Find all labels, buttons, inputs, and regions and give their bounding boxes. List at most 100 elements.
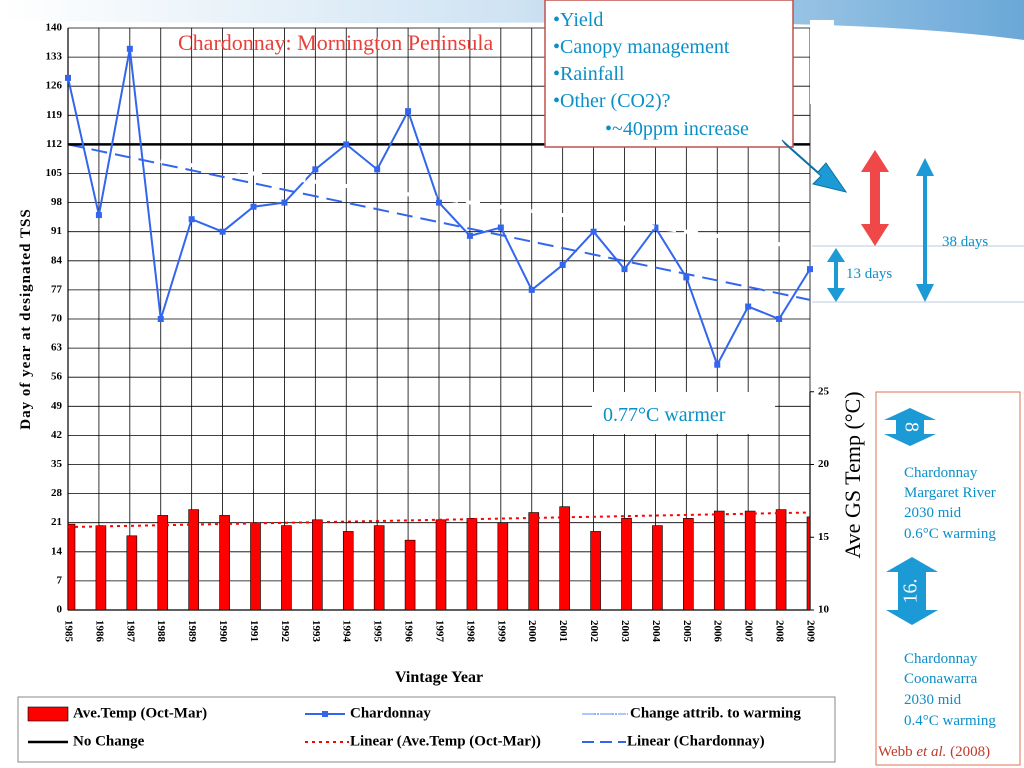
point	[343, 141, 350, 148]
bar	[435, 519, 447, 611]
x-tick-label: 1985	[62, 620, 74, 643]
y-tick-label: 14	[51, 545, 63, 557]
point	[126, 45, 133, 52]
point	[528, 286, 535, 293]
y-tick-label: 112	[46, 138, 62, 150]
side-text: 0.4°C warming	[904, 713, 996, 729]
callout-item: •Yield	[553, 9, 603, 31]
trend-line	[67, 143, 811, 301]
bar	[806, 516, 811, 611]
x-tick-label: 2009	[804, 620, 816, 643]
legend-label: Change attrib. to warming	[630, 705, 801, 721]
point	[281, 199, 288, 206]
y-tick-label: 0	[57, 604, 63, 616]
y-tick-label: 77	[51, 283, 63, 295]
x-tick-label: 1999	[495, 620, 507, 643]
citation: Webb et al. (2008)	[878, 744, 990, 760]
y-tick-label: 42	[51, 429, 63, 441]
point	[745, 303, 752, 310]
side-panel	[875, 391, 1021, 766]
x-tick-label: 2006	[712, 620, 724, 643]
x-tick-label: 1987	[124, 620, 136, 643]
x-tick-label: 1998	[464, 620, 476, 643]
bar	[559, 506, 570, 611]
cover	[810, 20, 834, 104]
bar	[312, 519, 323, 611]
y-tick-label: 84	[51, 254, 63, 266]
y-tick-label: 105	[46, 167, 63, 179]
x-tick-label: 2008	[774, 620, 786, 643]
x-tick-label: 1994	[341, 620, 353, 643]
side-text: 2030 mid	[904, 505, 962, 521]
callout-box	[544, 0, 794, 148]
point	[683, 274, 690, 281]
y2-tick-label: 10	[818, 604, 830, 616]
point	[436, 199, 442, 206]
point	[776, 316, 783, 322]
y-tick-label: 98	[51, 196, 63, 208]
x-tick-label: 1988	[155, 620, 167, 643]
y-tick-label: 49	[51, 400, 63, 412]
side-arrow	[884, 408, 936, 446]
bar	[250, 522, 261, 611]
side-text: Coonawarra	[904, 671, 978, 687]
point	[188, 216, 195, 223]
legend	[17, 696, 836, 763]
x-tick-label: 1995	[372, 620, 384, 643]
point	[157, 316, 164, 322]
y-tick-label: 91	[51, 225, 62, 237]
y2-tick-label: 25	[818, 385, 830, 397]
bar	[219, 515, 230, 611]
annotation: 0.77°C warmer	[603, 404, 726, 426]
x-tick-label: 2004	[650, 620, 662, 643]
x-tick-label: 1991	[248, 620, 260, 642]
x-tick-label: 1992	[279, 620, 291, 643]
y-tick-label: 63	[51, 342, 63, 354]
point	[374, 166, 381, 173]
x-tick-label: 1996	[403, 620, 415, 643]
annotation-box	[592, 392, 775, 434]
x-tick-label: 2007	[743, 620, 755, 643]
point	[405, 108, 412, 115]
y-tick-label: 119	[46, 109, 62, 121]
x-tick-label: 1997	[433, 620, 445, 643]
blue-double-arrow	[827, 248, 845, 302]
y2-tick-label: 15	[818, 531, 830, 543]
side-text: Chardonnay	[904, 651, 978, 667]
side-arrow-label: 16.	[900, 579, 922, 604]
bar	[744, 510, 756, 611]
blue-double-arrow	[916, 158, 934, 302]
y-tick-label: 133	[46, 51, 63, 63]
side-text: Chardonnay	[904, 465, 978, 481]
side-text: 0.6°C warming	[904, 526, 996, 542]
legend-label: No Change	[73, 733, 145, 749]
point	[652, 224, 659, 231]
bar	[683, 518, 694, 611]
y2-tick-label: 20	[818, 458, 830, 470]
point	[559, 261, 566, 268]
legend-swatch	[322, 711, 328, 717]
bar	[590, 531, 601, 611]
bar	[157, 515, 169, 611]
point	[219, 228, 226, 235]
chart-title: Chardonnay: Mornington Peninsula	[178, 30, 494, 55]
bar	[95, 525, 107, 611]
x-tick-label: 1989	[186, 620, 198, 643]
y-tick-label: 21	[51, 516, 62, 528]
point	[250, 203, 257, 210]
y-tick-label: 35	[51, 458, 63, 470]
point	[497, 224, 504, 231]
annotation: 13 days	[846, 266, 892, 282]
x-tick-label: 2002	[588, 620, 600, 643]
legend-label: Linear (Ave.Temp (Oct-Mar))	[350, 733, 541, 749]
side-arrow	[886, 557, 938, 625]
legend-swatch	[27, 706, 69, 722]
bar	[652, 525, 663, 611]
point	[312, 166, 319, 173]
bar	[528, 512, 540, 611]
y-tick-label: 28	[51, 487, 63, 499]
point	[466, 232, 473, 239]
callout-item: •Other (CO2)?	[553, 90, 671, 112]
legend-label: Linear (Chardonnay)	[627, 733, 765, 749]
